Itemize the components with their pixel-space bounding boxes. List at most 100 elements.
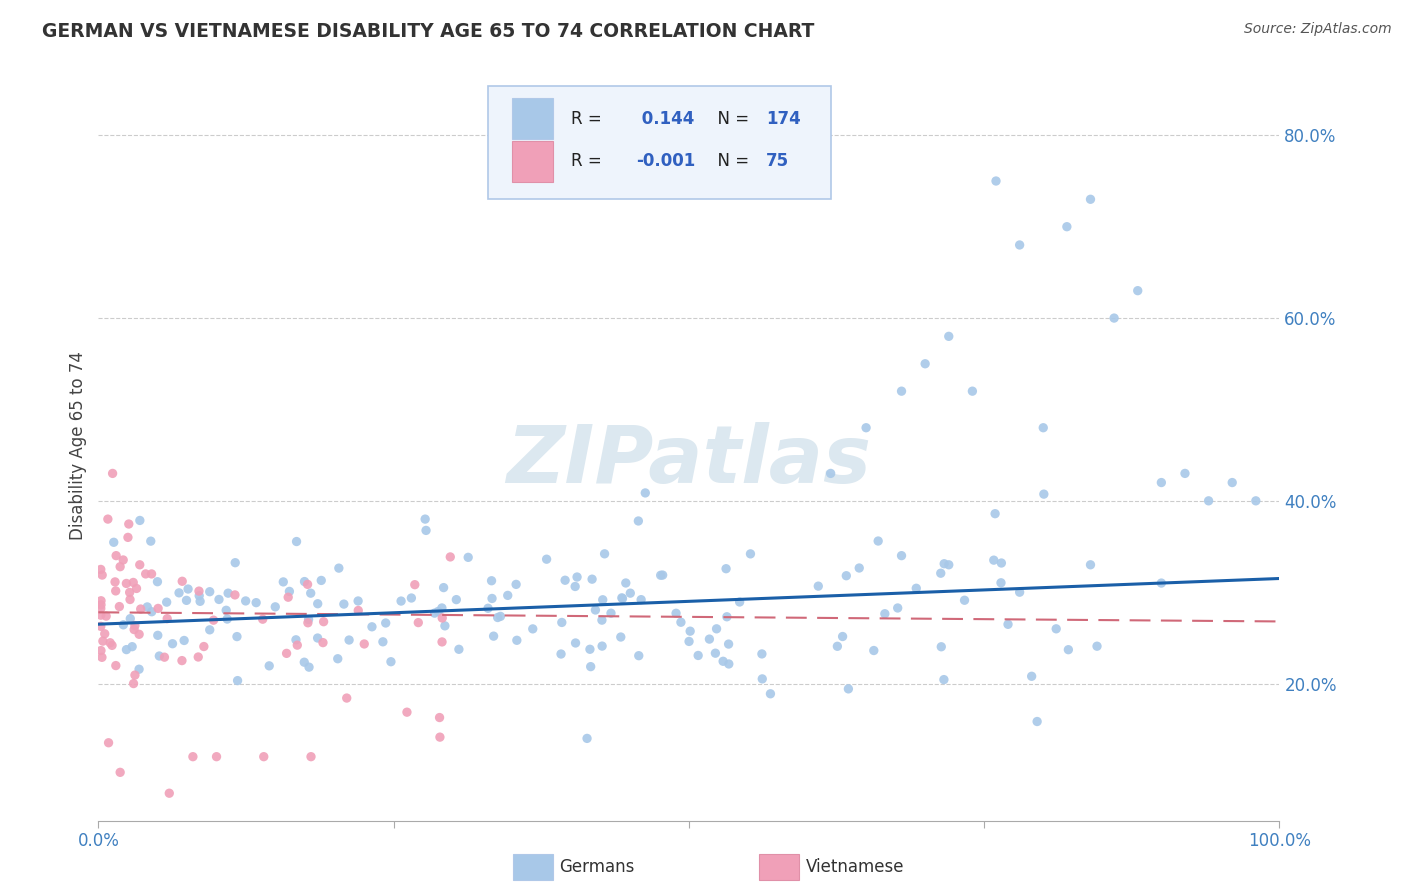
Point [170, 654, 193, 668]
Point [215, 603, 238, 617]
Point [326, 651, 349, 665]
Point [297, 612, 319, 626]
Point [299, 586, 322, 600]
Point [610, 630, 633, 644]
Point [124, 618, 146, 632]
Point [430, 601, 453, 615]
Point [115, 642, 138, 657]
Point [706, 622, 728, 636]
Text: GERMAN VS VIETNAMESE DISABILITY AGE 65 TO 74 CORRELATION CHART: GERMAN VS VIETNAMESE DISABILITY AGE 65 T… [42, 22, 814, 41]
Text: R =: R = [571, 153, 607, 170]
Point [371, 635, 394, 649]
Point [104, 583, 127, 598]
Point [905, 581, 928, 595]
FancyBboxPatch shape [512, 141, 553, 182]
Point [253, 749, 276, 764]
Text: ZIPatlas: ZIPatlas [506, 422, 872, 500]
Point [271, 574, 294, 589]
Point [115, 576, 138, 591]
Point [1102, 311, 1125, 326]
Point [433, 619, 456, 633]
Point [224, 588, 246, 602]
Point [564, 579, 586, 593]
Point [610, 591, 633, 605]
Point [156, 612, 179, 626]
Point [108, 599, 131, 614]
Point [1032, 487, 1054, 501]
Point [104, 574, 127, 589]
Point [439, 549, 461, 564]
Point [1056, 219, 1078, 234]
Point [146, 574, 169, 589]
Point [276, 646, 298, 660]
Point [1126, 284, 1149, 298]
Point [337, 633, 360, 648]
Point [297, 577, 319, 591]
Point [153, 650, 176, 665]
Point [429, 730, 451, 744]
Point [224, 556, 246, 570]
Point [90, 598, 112, 612]
Point [990, 575, 1012, 590]
Point [1008, 585, 1031, 599]
Point [984, 507, 1007, 521]
Point [1150, 475, 1173, 490]
Point [551, 615, 574, 630]
Point [432, 611, 454, 625]
Point [187, 650, 209, 665]
Point [257, 658, 280, 673]
Point [890, 549, 912, 563]
Point [129, 602, 152, 616]
Point [193, 640, 215, 654]
Point [938, 329, 960, 343]
Point [1032, 421, 1054, 435]
Point [128, 662, 150, 676]
Point [98, 636, 121, 650]
Point [294, 574, 316, 589]
Point [751, 647, 773, 661]
Point [118, 585, 141, 599]
Point [148, 648, 170, 663]
Point [704, 646, 727, 660]
Point [868, 534, 890, 549]
Point [423, 606, 446, 620]
Point [522, 622, 544, 636]
Point [292, 655, 315, 669]
Point [103, 535, 125, 549]
Point [427, 604, 450, 618]
Point [855, 421, 877, 435]
Point [848, 561, 870, 575]
Text: N =: N = [707, 153, 754, 170]
Point [245, 596, 267, 610]
Point [1174, 467, 1197, 481]
Point [630, 592, 652, 607]
Point [90, 608, 112, 623]
Point [688, 648, 710, 663]
Point [481, 574, 503, 588]
Point [101, 639, 124, 653]
Point [862, 643, 884, 657]
Point [93, 627, 115, 641]
Y-axis label: Disability Age 65 to 74: Disability Age 65 to 74 [69, 351, 87, 541]
Point [581, 572, 603, 586]
Point [389, 594, 412, 608]
Point [124, 668, 146, 682]
Text: Vietnamese: Vietnamese [806, 858, 904, 876]
Point [188, 589, 211, 603]
Point [90, 601, 112, 615]
Point [181, 749, 204, 764]
Point [97, 736, 120, 750]
Point [711, 654, 734, 668]
Point [430, 635, 453, 649]
Point [146, 628, 169, 642]
Point [413, 512, 436, 526]
Point [380, 655, 402, 669]
Point [108, 765, 131, 780]
Point [198, 584, 221, 599]
Point [565, 570, 588, 584]
Point [122, 623, 145, 637]
Point [139, 534, 162, 549]
Point [353, 637, 375, 651]
Point [90, 562, 112, 576]
Point [665, 607, 688, 621]
